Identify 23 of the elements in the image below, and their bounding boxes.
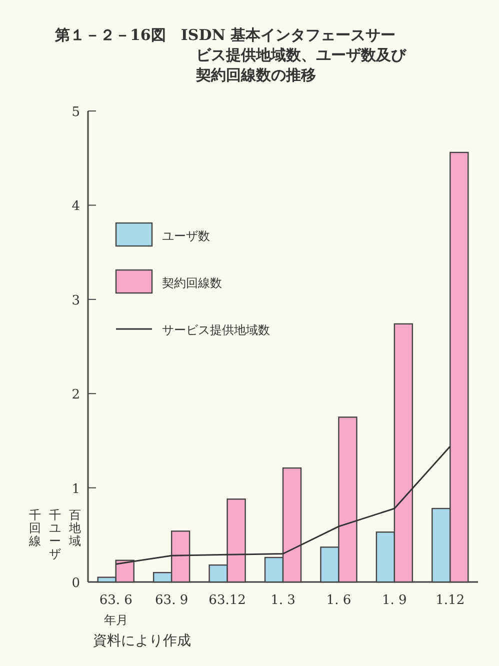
y-tick-label: 4 xyxy=(72,199,80,214)
x-tick-label: 63. 9 xyxy=(155,593,188,608)
x-tick-label: 1. 9 xyxy=(382,593,407,608)
legend-label: サービス提供地域数 xyxy=(162,323,270,337)
x-tick-label: 1. 3 xyxy=(270,593,296,608)
x-tick-label: 63. 6 xyxy=(99,593,132,608)
y-tick-label: 0 xyxy=(72,576,80,591)
y-tick-label: 1 xyxy=(72,482,80,497)
legend-label: 契約回線数 xyxy=(162,276,222,290)
line-series xyxy=(115,446,451,565)
legend-label: ユーザ数 xyxy=(162,229,210,243)
text: 千回線 xyxy=(28,508,41,548)
x-tick-label: 63.12 xyxy=(208,593,246,608)
text: 百地域 xyxy=(68,508,81,548)
chart-title: 第１－２－16図 ISDN 基本インタフェースサービス提供地域数、ユーザ数及び契約回線数の推移 xyxy=(54,26,407,84)
x-axis-title: 年月 xyxy=(104,613,128,627)
y-tick-label: 5 xyxy=(72,105,80,120)
text: 資料により作成 xyxy=(93,633,191,649)
text: 千ユーザ xyxy=(49,508,61,561)
x-tick-label: 1.12 xyxy=(436,593,465,608)
y-tick-label: 3 xyxy=(72,293,80,308)
x-tick-label: 1. 6 xyxy=(326,593,352,608)
y-tick-label: 2 xyxy=(72,388,80,403)
